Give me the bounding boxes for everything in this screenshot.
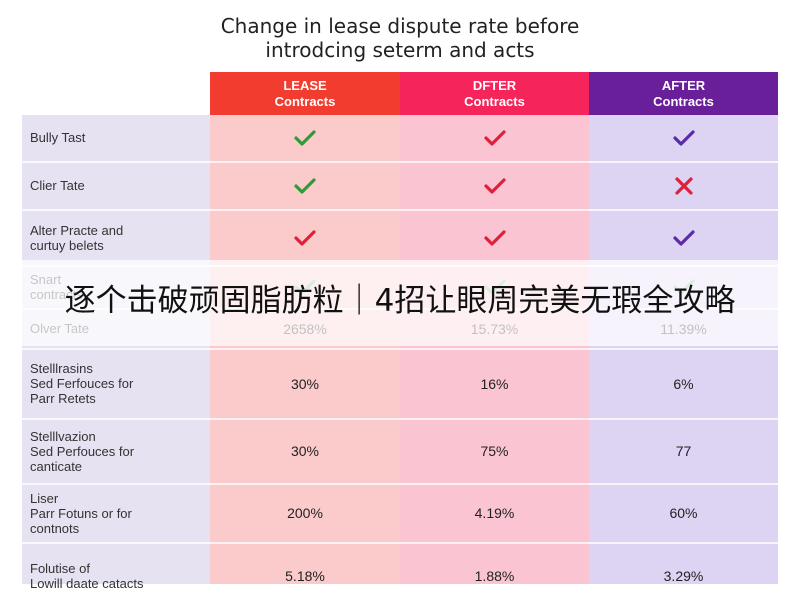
comparison-table: LEASE Contracts DFTER Contracts AFTER Contrac… bbox=[22, 72, 778, 591]
table-row: Stelllvazion Sed Perfouces for canticate 30… bbox=[22, 420, 778, 482]
row-separator bbox=[22, 541, 778, 544]
check-icon bbox=[210, 163, 400, 208]
table-cell-value: 75% bbox=[480, 443, 509, 459]
row-label-line: Folutise of bbox=[30, 561, 90, 576]
column-header-line: LEASE bbox=[283, 77, 327, 93]
row-separator bbox=[22, 347, 778, 350]
column-header: LEASE Contracts bbox=[210, 72, 400, 115]
row-label-line: Alter Practe and bbox=[30, 222, 124, 238]
row-label: Clier Tate bbox=[30, 163, 205, 208]
column-header-line: Contracts bbox=[464, 93, 525, 109]
table-cell-value: 30% bbox=[290, 375, 320, 392]
check-icon bbox=[210, 115, 400, 160]
row-separator bbox=[22, 417, 778, 420]
table-cell-value: 200% bbox=[287, 505, 323, 521]
table-row: Stelllrasins Sed Ferfouces for Parr Retets… bbox=[22, 350, 778, 417]
row-separator bbox=[22, 482, 778, 485]
row-label-line: Liser bbox=[30, 490, 59, 506]
column-background bbox=[589, 115, 778, 584]
row-label-line: Parr Retets bbox=[30, 391, 96, 406]
chart-title: Change in lease dispute rate before intr… bbox=[0, 14, 800, 62]
check-mark bbox=[672, 129, 695, 146]
row-label-line: Parr Fotuns or for bbox=[30, 505, 132, 521]
table-row: Liser Parr Fotuns or for contnots 200% 4.19%… bbox=[22, 485, 778, 541]
table-cell-value: 3.29% bbox=[663, 568, 704, 584]
column-header-line: Contracts bbox=[274, 93, 336, 109]
check-mark bbox=[672, 229, 695, 246]
check-icon bbox=[589, 115, 778, 160]
check-mark bbox=[483, 229, 506, 246]
row-label: Bully Tast bbox=[30, 115, 205, 160]
table-cell-value: 1.88% bbox=[474, 568, 515, 584]
table-cell-value: 5.18% bbox=[285, 568, 325, 584]
row-label-line: Stelllrasins bbox=[30, 361, 93, 376]
row-label-line: canticate bbox=[30, 458, 83, 474]
table-cell-value: 6% bbox=[673, 375, 694, 392]
row-separator bbox=[22, 160, 778, 163]
column-background bbox=[400, 115, 589, 584]
column-header-line: DFTER bbox=[472, 77, 517, 93]
check-icon bbox=[400, 115, 589, 160]
column-header: DFTER Contracts bbox=[400, 72, 589, 115]
column-header-line: Contracts bbox=[653, 93, 714, 109]
check-mark bbox=[294, 229, 316, 246]
row-label: Stelllvazion Sed Perfouces for canticate bbox=[30, 420, 205, 482]
row-label-line: Sed Perfouces for bbox=[30, 443, 135, 459]
table-row: Folutise of Lowill daate catacts 5.18% 1.88… bbox=[22, 544, 778, 608]
row-label-line: Clier Tate bbox=[30, 178, 85, 193]
row-label-line: contnots bbox=[30, 520, 80, 536]
cross-icon bbox=[589, 163, 778, 208]
row-label: Alter Practe and curtuy belets bbox=[30, 211, 205, 264]
table-row: Alter Practe and curtuy belets bbox=[22, 211, 778, 264]
overlay-banner bbox=[0, 260, 800, 346]
row-label-line: Stelllvazion bbox=[30, 428, 96, 444]
table-row: Clier Tate bbox=[22, 163, 778, 208]
table-cell-value: 60% bbox=[669, 505, 698, 521]
check-icon bbox=[400, 163, 589, 208]
row-label-line: Sed Ferfouces for bbox=[30, 376, 134, 391]
column-header-line: AFTER bbox=[661, 77, 706, 93]
title-line-1: Change in lease dispute rate before bbox=[220, 14, 580, 38]
check-mark bbox=[483, 177, 506, 194]
overlay-banner-text: 逐个击破顽固脂肪粒｜4招让眼周完美无瑕全攻略 bbox=[64, 283, 736, 319]
table-cell-value: 30% bbox=[290, 443, 320, 459]
title-line-2: introdcing seterm and acts bbox=[265, 38, 535, 62]
row-label-line: Bully Tast bbox=[30, 130, 86, 145]
row-label: Folutise of Lowill daate catacts bbox=[30, 544, 205, 608]
table-row: Bully Tast bbox=[22, 115, 778, 160]
table-cell-value: 77 bbox=[675, 443, 692, 459]
check-icon bbox=[589, 211, 778, 264]
row-label: Liser Parr Fotuns or for contnots bbox=[30, 485, 205, 541]
row-label: Stelllrasins Sed Ferfouces for Parr Retets bbox=[30, 350, 205, 417]
check-mark bbox=[294, 129, 316, 146]
check-icon bbox=[210, 211, 400, 264]
check-icon bbox=[400, 211, 589, 264]
check-mark bbox=[294, 177, 316, 194]
label-column-background bbox=[22, 115, 210, 584]
cross-mark bbox=[674, 176, 693, 195]
row-label-line: Lowill daate catacts bbox=[30, 576, 144, 591]
row-separator bbox=[22, 208, 778, 211]
column-header: AFTER Contracts bbox=[589, 72, 778, 115]
column-background bbox=[210, 115, 400, 584]
table-cell-value: 16% bbox=[480, 375, 509, 392]
table-cell-value: 4.19% bbox=[474, 505, 515, 521]
row-label-line: curtuy belets bbox=[30, 237, 104, 253]
check-mark bbox=[483, 129, 506, 146]
